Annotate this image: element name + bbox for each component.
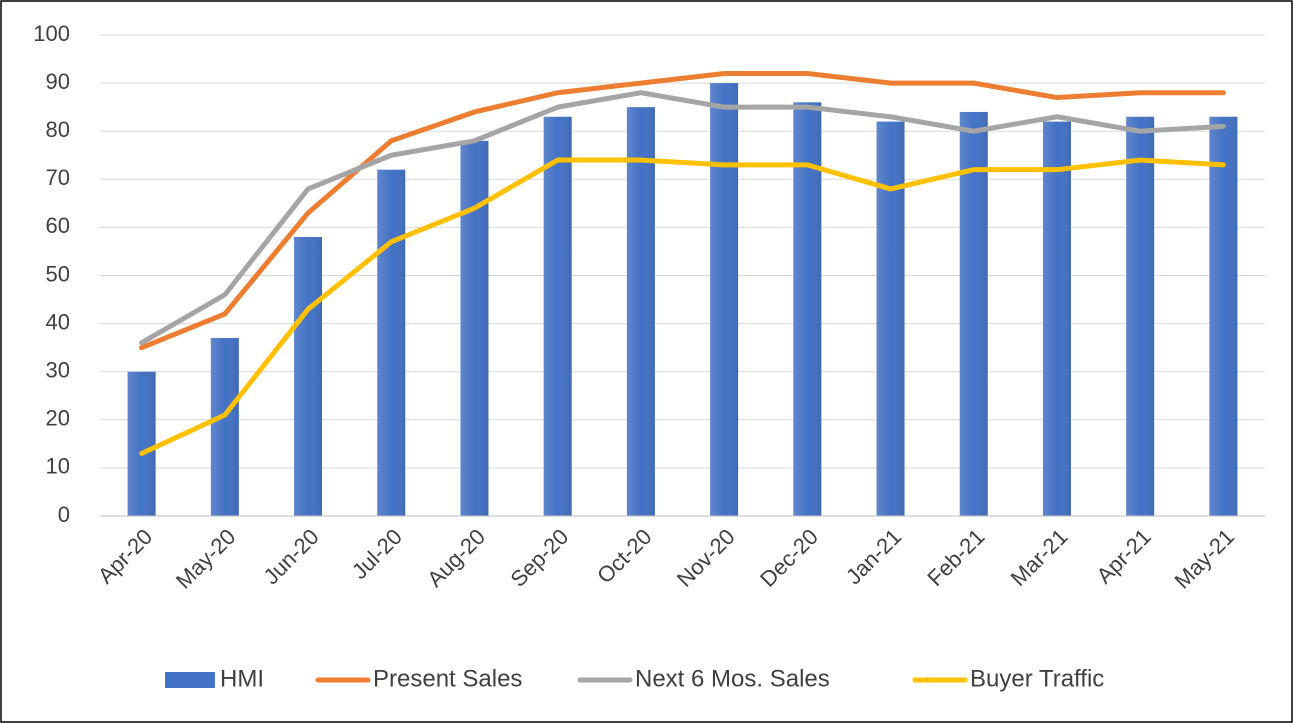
bar-shade <box>876 121 905 516</box>
y-tick-label: 30 <box>46 358 70 383</box>
legend-label: HMI <box>220 665 264 692</box>
bar-shade <box>543 116 572 517</box>
y-tick-label: 70 <box>46 165 70 190</box>
line-series <box>139 70 1226 351</box>
bar-shade <box>1126 116 1155 517</box>
bar-shade <box>377 169 406 516</box>
y-tick-label: 40 <box>46 309 70 334</box>
y-tick-label: 0 <box>58 502 70 527</box>
y-tick-label: 80 <box>46 117 70 142</box>
line-series <box>139 157 1226 456</box>
bar-shade <box>127 371 156 516</box>
bar-shade <box>959 111 988 517</box>
legend-swatch <box>165 672 215 688</box>
y-tick-label: 20 <box>46 406 70 431</box>
bar-shade <box>626 107 655 517</box>
bar-shade <box>793 102 822 516</box>
legend-label: Present Sales <box>373 665 522 692</box>
y-tick-label: 60 <box>46 213 70 238</box>
bar-shade <box>710 83 739 516</box>
y-tick-label: 100 <box>33 21 70 46</box>
legend-label: Next 6 Mos. Sales <box>635 665 830 692</box>
y-tick-label: 10 <box>46 454 70 479</box>
bar-shade <box>1042 121 1071 516</box>
line-series <box>139 90 1226 346</box>
y-tick-label: 50 <box>46 261 70 286</box>
bar-shade <box>294 237 323 516</box>
y-tick-label: 90 <box>46 69 70 94</box>
bar-shade <box>210 338 239 516</box>
bar-shade <box>1209 116 1238 517</box>
legend-label: Buyer Traffic <box>970 665 1104 692</box>
bar-shade <box>460 140 489 516</box>
